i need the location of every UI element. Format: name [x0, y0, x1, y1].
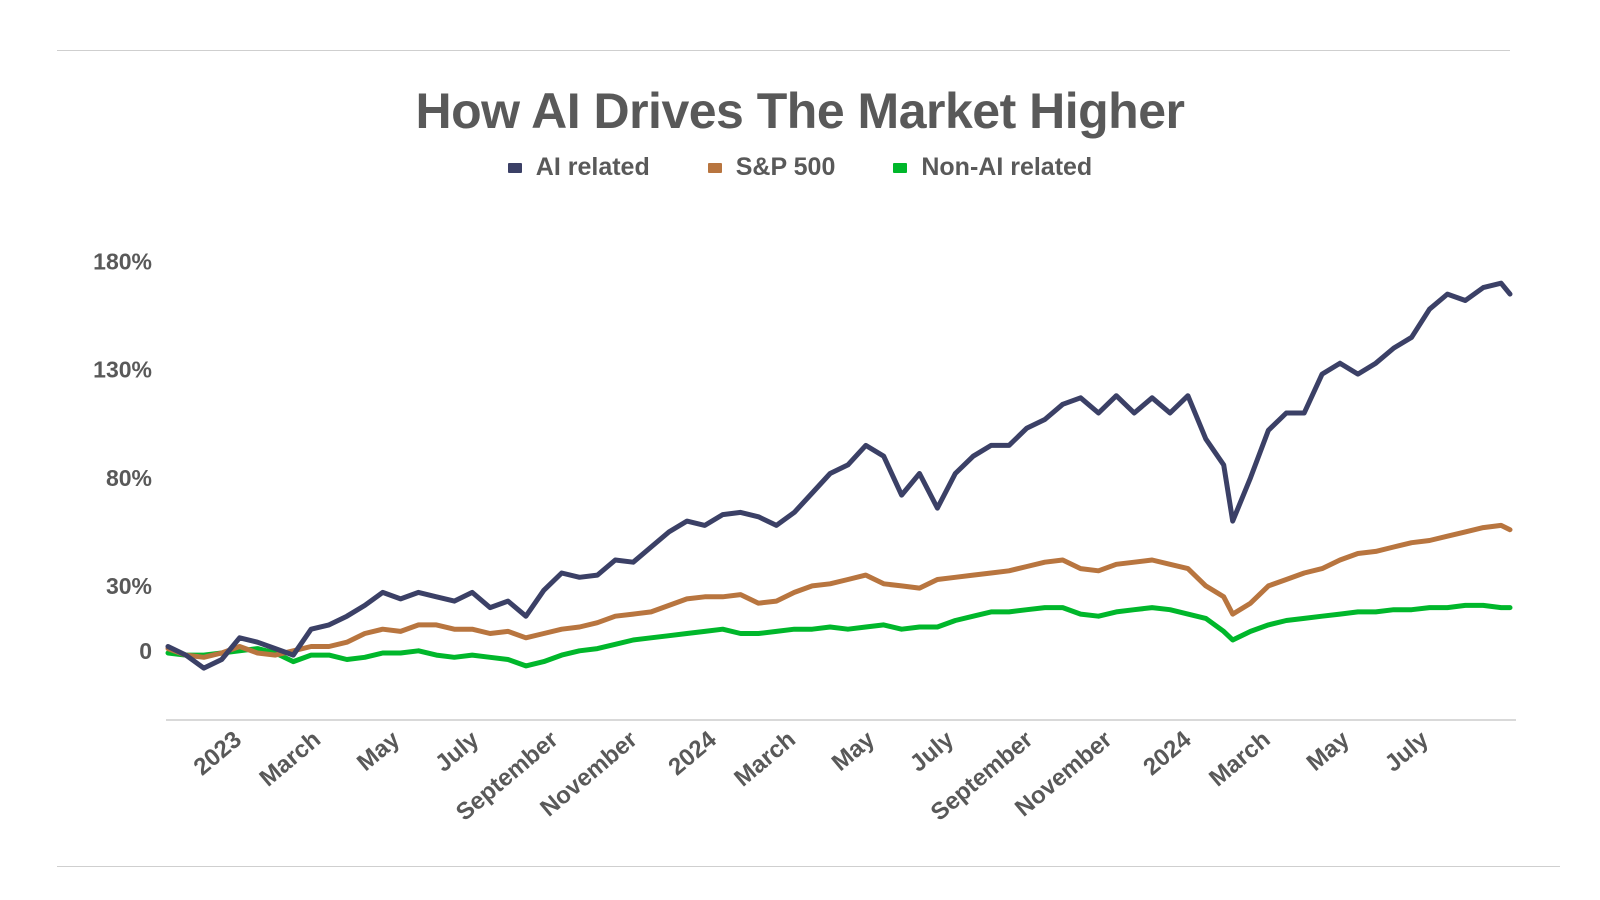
- legend-swatch-sp500: [707, 162, 722, 173]
- legend: AI related S&P 500 Non-AI related: [0, 153, 1600, 182]
- y-tick-label: 30%: [106, 573, 152, 599]
- series-line-s-p-500: [165, 522, 1513, 660]
- chart-title: How AI Drives The Market Higher: [415, 83, 1185, 139]
- legend-swatch-ai-related: [507, 162, 522, 173]
- top-divider: [57, 50, 1510, 51]
- y-tick-label: 130%: [93, 357, 152, 383]
- x-tick-label: July: [905, 725, 960, 777]
- y-tick-label: 0: [139, 638, 152, 664]
- legend-label-sp500: S&P 500: [735, 153, 836, 181]
- legend-label-ai-related: AI related: [535, 153, 650, 181]
- y-tick-label: 80%: [106, 465, 152, 491]
- y-axis-ticks: 0 30% 80% 130% 180%: [93, 249, 152, 664]
- series-lines: [165, 280, 1513, 671]
- x-tick-label: March: [254, 726, 326, 792]
- x-tick-label: 2024: [663, 725, 722, 780]
- series-line-ai-related: [165, 280, 1513, 671]
- legend-swatch-non-ai-related: [893, 162, 908, 173]
- x-tick-label: 2024: [1138, 725, 1197, 780]
- legend-item-sp500: S&P 500: [707, 153, 836, 182]
- y-tick-label: 180%: [93, 249, 152, 275]
- x-tick-label: May: [352, 725, 406, 776]
- x-tick-label: March: [1204, 726, 1276, 792]
- x-tick-label: March: [729, 726, 801, 792]
- x-tick-label: July: [430, 725, 485, 777]
- x-tick-label: May: [1302, 725, 1356, 776]
- legend-item-ai-related: AI related: [507, 153, 650, 182]
- bottom-divider: [57, 866, 1560, 867]
- series-line-non-ai-related: [165, 602, 1513, 669]
- x-tick-label: July: [1380, 725, 1435, 777]
- x-tick-label: 2023: [189, 726, 247, 781]
- legend-item-non-ai-related: Non-AI related: [893, 153, 1092, 182]
- legend-label-non-ai-related: Non-AI related: [921, 153, 1093, 181]
- x-tick-label: May: [827, 725, 881, 776]
